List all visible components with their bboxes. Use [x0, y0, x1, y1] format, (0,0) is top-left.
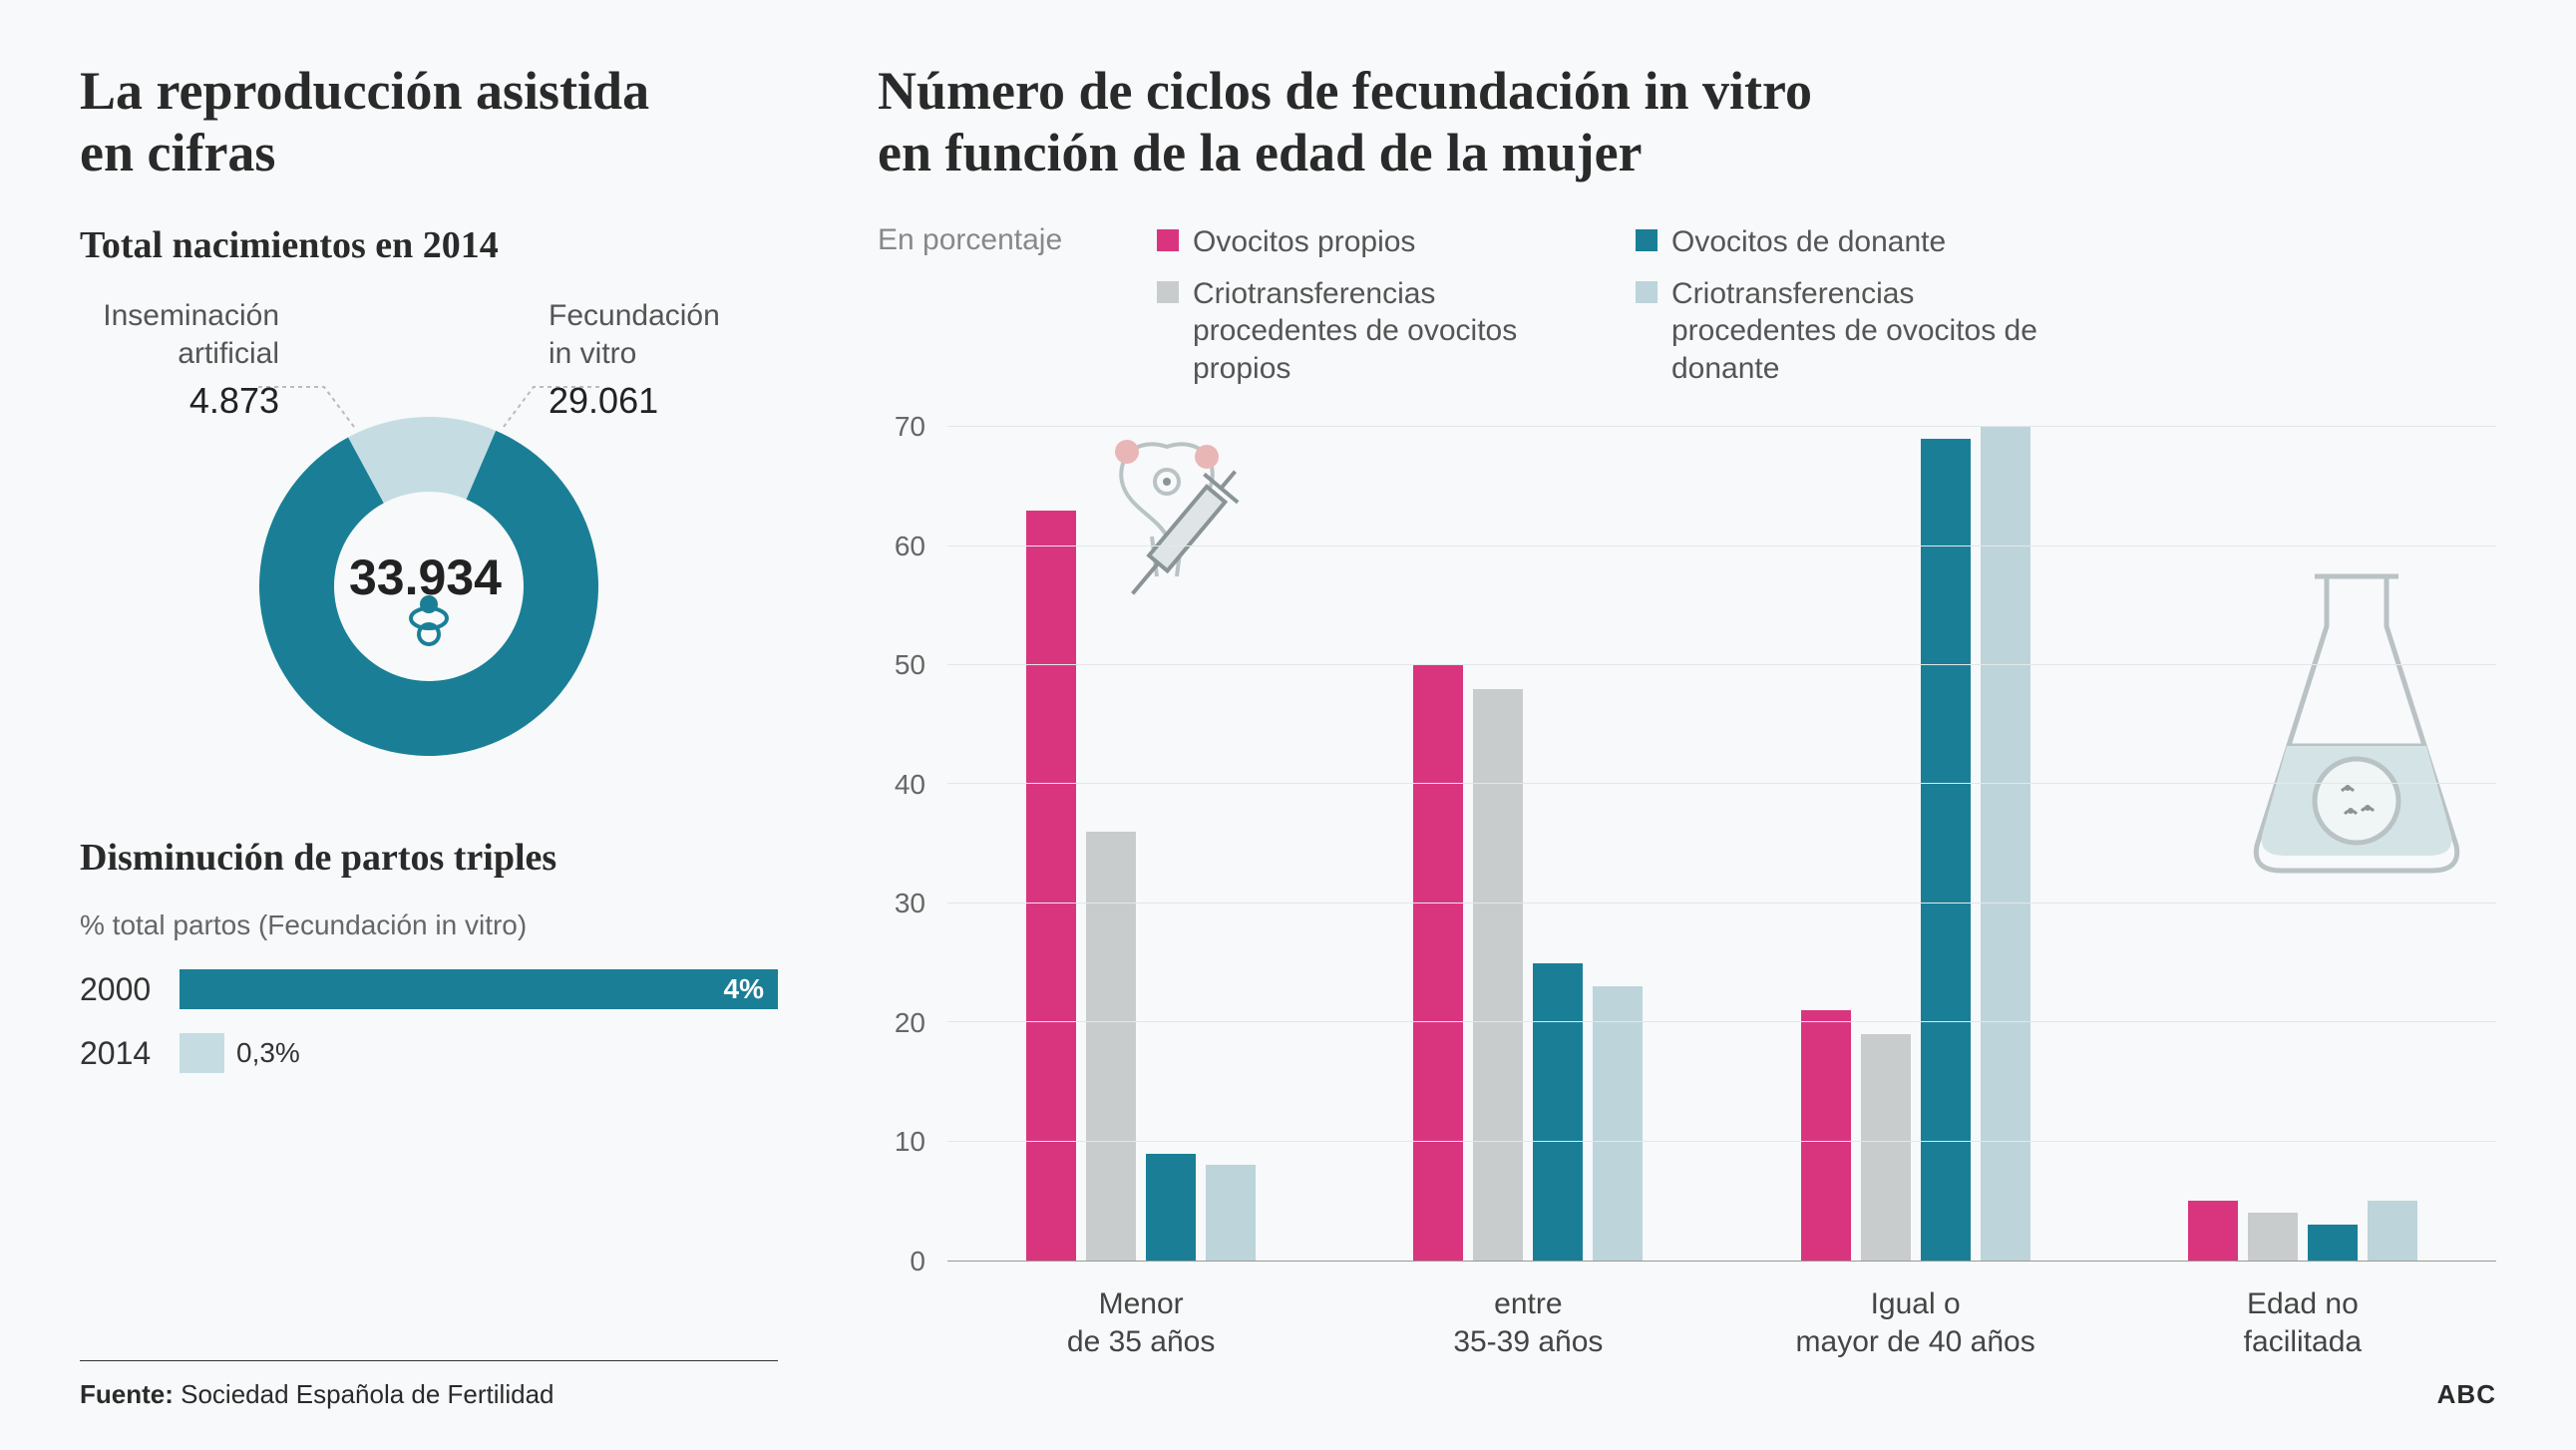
legend-row: En porcentaje Ovocitos propios Criotransf…	[878, 223, 2496, 387]
legend-label: Criotransferencias procedentes de ovocit…	[1671, 275, 2054, 388]
bar	[2368, 1201, 2417, 1261]
y-tick: 10	[895, 1126, 925, 1158]
bar-group	[947, 427, 1334, 1261]
bar	[1473, 689, 1523, 1261]
footer-brand: ABC	[2437, 1379, 2496, 1410]
bar	[1206, 1165, 1256, 1261]
x-label: Igual omayor de 40 años	[1722, 1271, 2109, 1361]
legend-item: Criotransferencias procedentes de ovocit…	[1636, 275, 2054, 388]
right-title: Número de ciclos de fecundación in vitro…	[878, 60, 2496, 183]
y-tick: 40	[895, 769, 925, 801]
footer-brand-wrap: ABC	[878, 1361, 2496, 1410]
left-title-line2: en cifras	[80, 123, 275, 182]
grid-line	[947, 1021, 2496, 1022]
legend-item: Ovocitos propios	[1157, 223, 1576, 261]
donut-label-right-l1: Fecundación	[549, 297, 778, 335]
legend-label: Ovocitos de donante	[1671, 223, 1946, 261]
bar	[1026, 511, 1076, 1261]
hbar-row: 2014 0,3%	[80, 1033, 778, 1073]
grid-line	[947, 783, 2496, 784]
x-label: Menorde 35 años	[947, 1271, 1334, 1361]
donut-label-left-val: 4.873	[80, 378, 279, 423]
hbar-year: 2014	[80, 1035, 180, 1072]
bar	[1086, 832, 1136, 1261]
unit-label: En porcentaje	[878, 223, 1097, 387]
triples-section: Disminución de partos triples % total pa…	[80, 836, 778, 1097]
legend-swatch	[1636, 281, 1657, 303]
donut-label-left: Inseminación artificial 4.873	[80, 297, 279, 423]
bar-group	[2109, 427, 2496, 1261]
donut-center-total: 33.934	[349, 548, 502, 606]
footer-source-label: Fuente:	[80, 1379, 174, 1409]
bar-group	[1334, 427, 1721, 1261]
bar	[1801, 1010, 1851, 1261]
bar-chart: 010203040506070	[878, 427, 2496, 1361]
hbar-fill: 4%	[180, 969, 778, 1009]
right-title-line2: en función de la edad de la mujer	[878, 123, 1643, 182]
hbar-row: 2000 4%	[80, 969, 778, 1009]
donut-label-left-l2: artificial	[80, 335, 279, 373]
y-tick: 70	[895, 411, 925, 443]
bar	[1533, 963, 1583, 1262]
donut-label-right-val: 29.061	[549, 378, 778, 423]
hbar-value: 4%	[724, 973, 764, 1005]
legend-swatch	[1636, 229, 1657, 251]
legend-swatch	[1157, 229, 1179, 251]
triples-note: % total partos (Fecundación in vitro)	[80, 909, 778, 941]
grid-line	[947, 545, 2496, 546]
x-label: entre35-39 años	[1334, 1271, 1721, 1361]
grid-line	[947, 664, 2496, 665]
footer: Fuente: Sociedad Española de Fertilidad	[80, 1360, 778, 1410]
left-title-line1: La reproducción asistida	[80, 61, 649, 121]
bar	[2248, 1213, 2298, 1261]
y-tick: 30	[895, 888, 925, 919]
y-tick: 0	[910, 1246, 925, 1277]
legend-label: Criotransferencias procedentes de ovocit…	[1193, 275, 1576, 388]
donut-label-right: Fecundación in vitro 29.061	[549, 297, 778, 423]
y-tick: 50	[895, 649, 925, 681]
bar	[1593, 986, 1643, 1261]
grid-line	[947, 1141, 2496, 1142]
bar	[2188, 1201, 2238, 1261]
births-subtitle: Total nacimientos en 2014	[80, 223, 778, 267]
legend-swatch	[1157, 281, 1179, 303]
bar	[1861, 1034, 1911, 1261]
bar	[1146, 1154, 1196, 1261]
donut-label-right-l2: in vitro	[549, 335, 778, 373]
bar-group	[1722, 427, 2109, 1261]
donut-chart: Inseminación artificial 4.873 Fecundació…	[80, 297, 778, 816]
x-label: Edad nofacilitada	[2109, 1271, 2496, 1361]
footer-source-name: Sociedad Española de Fertilidad	[181, 1379, 553, 1409]
grid-line	[947, 903, 2496, 904]
legend-label: Ovocitos propios	[1193, 223, 1415, 261]
y-tick: 20	[895, 1007, 925, 1039]
bar	[1413, 665, 1463, 1261]
legend-item: Ovocitos de donante	[1636, 223, 2054, 261]
grid-line	[947, 426, 2496, 427]
hbar-fill	[180, 1033, 224, 1073]
hbar-year: 2000	[80, 971, 180, 1008]
donut-label-left-l1: Inseminación	[80, 297, 279, 335]
triples-title: Disminución de partos triples	[80, 836, 778, 880]
y-tick: 60	[895, 531, 925, 562]
bar	[1921, 439, 1971, 1261]
left-title: La reproducción asistida en cifras	[80, 60, 778, 183]
bar	[1981, 427, 2030, 1261]
right-title-line1: Número de ciclos de fecundación in vitro	[878, 61, 1812, 121]
bar	[2308, 1225, 2358, 1261]
hbar-value: 0,3%	[236, 1037, 300, 1069]
legend-item: Criotransferencias procedentes de ovocit…	[1157, 275, 1576, 388]
